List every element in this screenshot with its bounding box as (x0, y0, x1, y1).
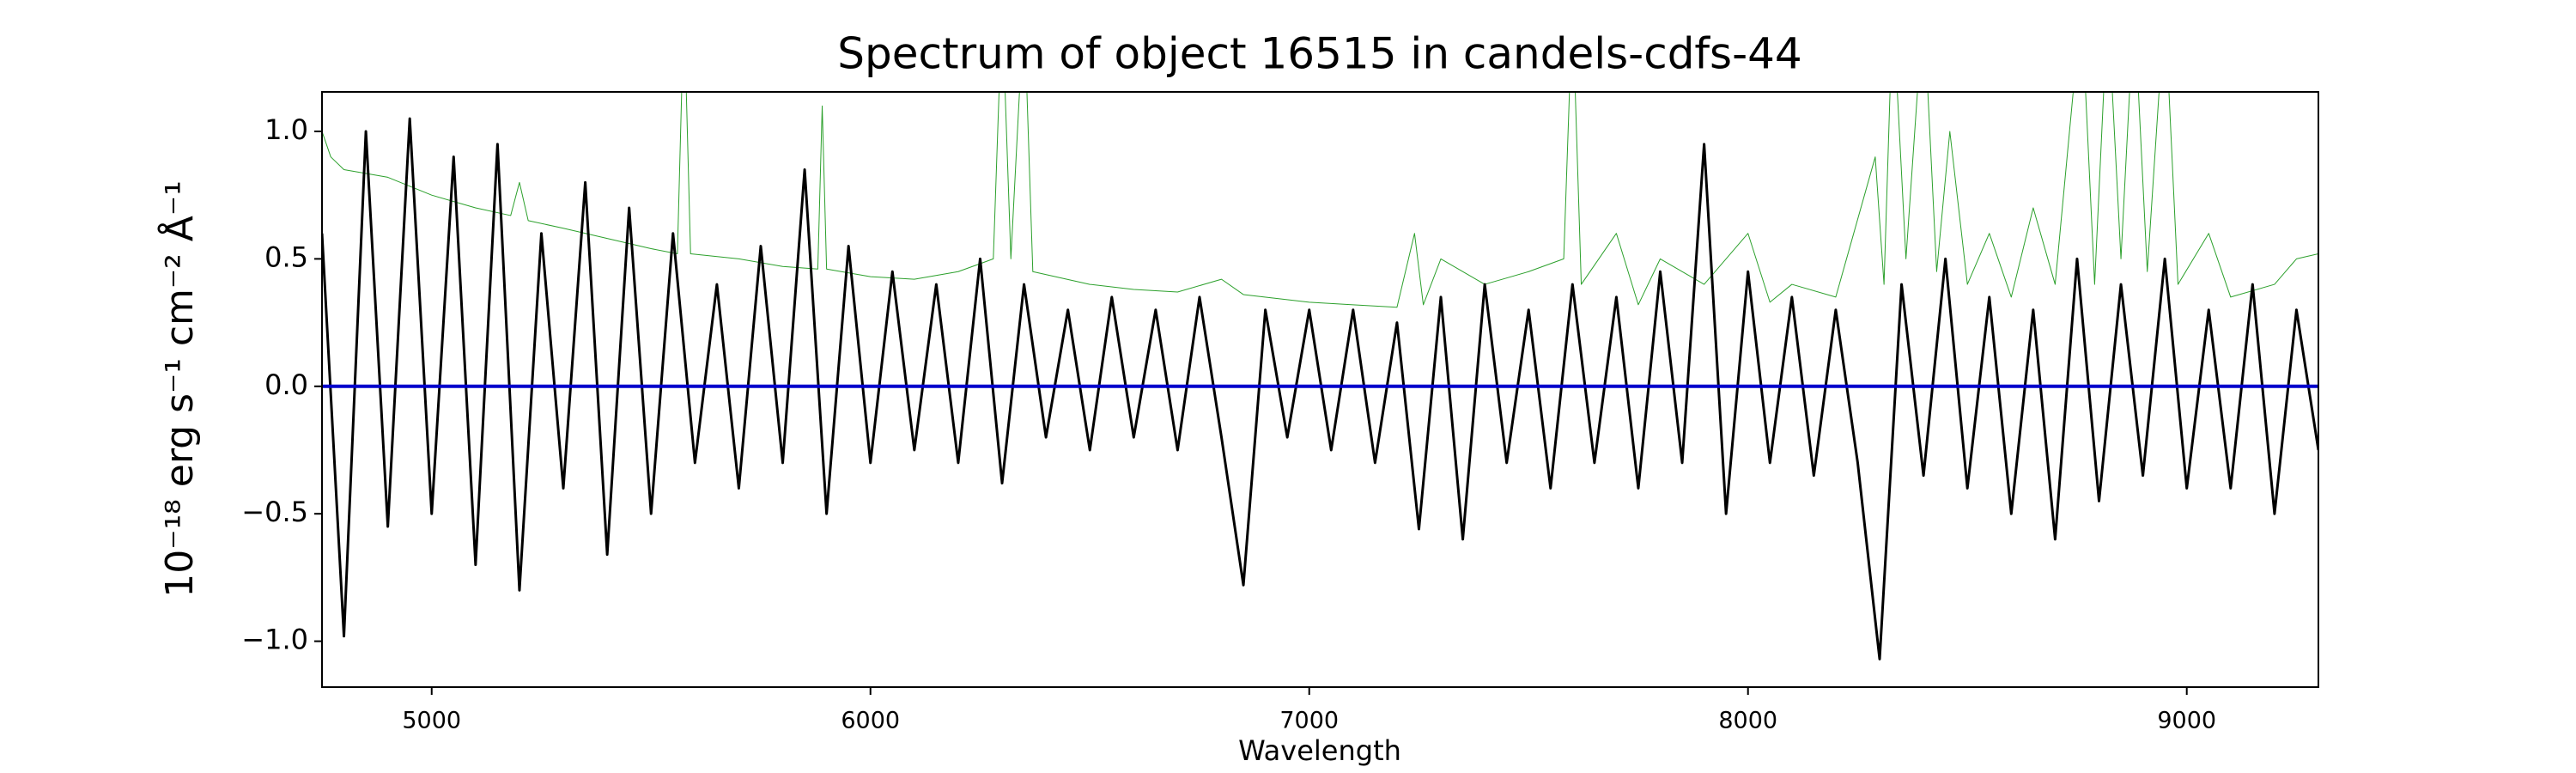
x-tick-label: 9000 (2157, 708, 2216, 734)
y-tick-label: −0.5 (241, 496, 308, 528)
x-axis-label: Wavelength (1238, 734, 1401, 767)
plot-area (322, 92, 2318, 660)
axes-frame (321, 91, 2319, 688)
y-axis-label: 10⁻¹⁸ erg s⁻¹ cm⁻² Å⁻¹ (156, 180, 202, 597)
y-tick-label: 1.0 (264, 113, 308, 146)
spectrum-line (322, 92, 2318, 308)
x-tick-label: 6000 (841, 708, 900, 734)
chart-title: Spectrum of object 16515 in candels-cdfs… (837, 29, 1802, 79)
x-tick-label: 8000 (1718, 708, 1777, 734)
x-tick-label: 7000 (1279, 708, 1339, 734)
y-tick-label: 0.5 (264, 240, 308, 273)
spectrum-line (322, 117, 2318, 660)
x-tick-label: 5000 (402, 708, 461, 734)
y-tick-label: 0.0 (264, 368, 308, 401)
y-tick-label: −1.0 (241, 624, 308, 656)
